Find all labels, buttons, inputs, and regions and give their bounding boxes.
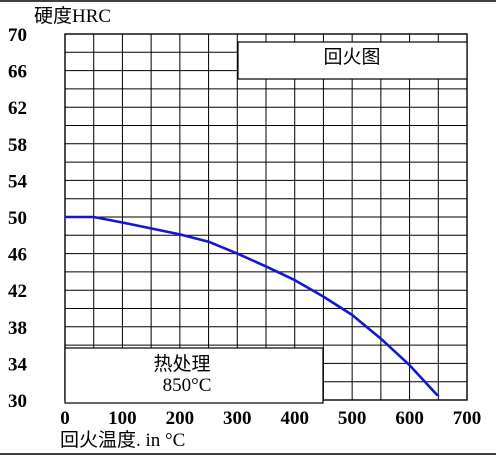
y-tick-label: 54	[8, 171, 28, 192]
y-axis-label: 硬度HRC	[34, 5, 111, 27]
annotation-line1: 热处理	[153, 353, 210, 375]
x-axis-label: 回火温度. in °C	[60, 429, 185, 451]
series-layer	[65, 215, 440, 396]
grid	[65, 34, 467, 400]
annotation-line2: 850°C	[163, 375, 212, 396]
y-tick-label: 46	[8, 245, 27, 266]
y-tick-label: 38	[8, 318, 27, 339]
y-tick-label: 66	[8, 62, 27, 83]
x-tick-label: 300	[223, 408, 252, 429]
series-line-hardness	[65, 215, 440, 396]
x-tick-label: 500	[338, 408, 367, 429]
x-tick-labels: 0 100 200 300 400 500 600 700	[60, 408, 481, 429]
annotation-box: 热处理 850°C	[64, 347, 324, 404]
x-tick-label: 700	[453, 408, 482, 429]
y-tick-labels: 30 34 38 42 46 50 54 58 62 66 70	[8, 25, 28, 412]
legend-title: 回火图	[323, 47, 380, 68]
legend-box: 回火图	[237, 41, 468, 80]
y-tick-label: 34	[8, 354, 28, 375]
y-tick-label: 42	[8, 281, 27, 302]
y-tick-label: 70	[8, 25, 27, 46]
y-tick-label: 30	[8, 391, 27, 412]
x-tick-label: 0	[60, 408, 70, 429]
x-tick-label: 200	[166, 408, 195, 429]
x-tick-label: 100	[108, 408, 137, 429]
y-tick-label: 62	[8, 98, 27, 119]
y-tick-label: 58	[8, 135, 27, 156]
y-tick-label: 50	[8, 208, 27, 229]
x-tick-label: 600	[395, 408, 424, 429]
x-tick-label: 400	[280, 408, 309, 429]
